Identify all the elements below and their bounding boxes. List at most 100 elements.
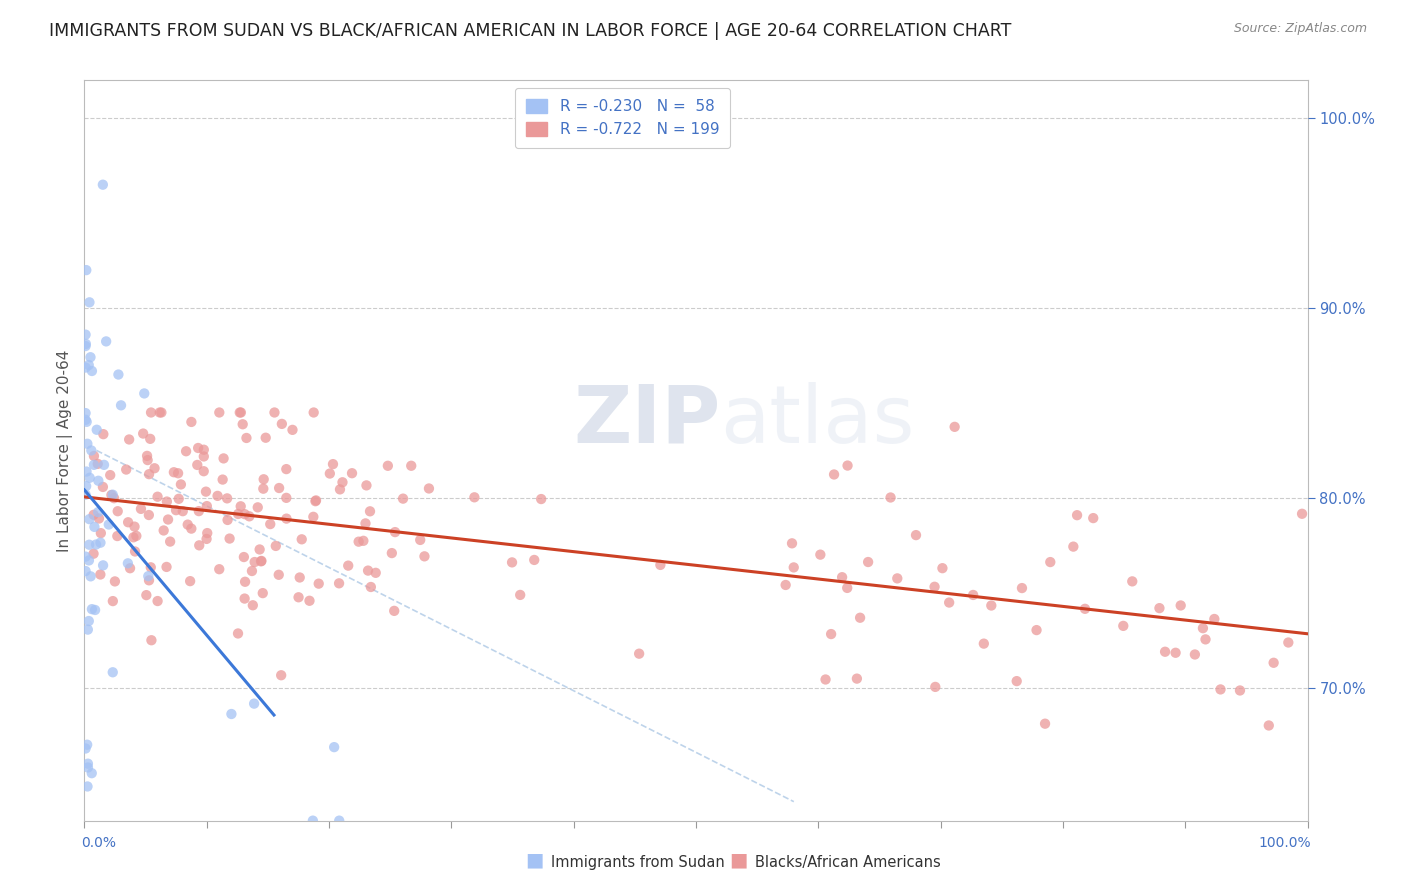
Point [75, 413, 97, 427]
Text: ■: ■ [524, 851, 544, 870]
Point [973, 637, 995, 651]
Point [226, 507, 249, 521]
Point [831, 570, 853, 584]
Point [302, 814, 325, 828]
Point [904, 528, 927, 542]
Point [76, 436, 98, 450]
Point [288, 570, 311, 584]
Point [302, 509, 325, 524]
Point [76, 415, 98, 429]
Point [1204, 612, 1226, 626]
Text: ■: ■ [728, 851, 748, 870]
Point [530, 491, 553, 506]
Point [77, 538, 100, 552]
Point [347, 534, 370, 549]
Point [1209, 682, 1232, 697]
Point [357, 564, 380, 578]
Point [232, 417, 254, 432]
Point [77, 756, 100, 771]
Point [845, 672, 868, 686]
Point [79, 350, 101, 364]
Point [208, 562, 231, 576]
Point [87, 505, 110, 519]
Text: 0.0%: 0.0% [80, 836, 115, 850]
Point [308, 576, 330, 591]
Point [193, 450, 215, 464]
Point [354, 516, 377, 531]
Point [75, 339, 97, 353]
Point [146, 594, 169, 608]
Point [100, 488, 122, 502]
Point [163, 465, 186, 479]
Point [233, 591, 256, 606]
Point [188, 538, 211, 552]
Point [135, 588, 157, 602]
Point [75, 564, 97, 578]
Point [780, 536, 803, 550]
Point [359, 504, 381, 518]
Point [1074, 602, 1097, 616]
Point [187, 441, 209, 455]
Point [98, 468, 121, 483]
Point [1112, 619, 1135, 633]
Point [943, 420, 966, 434]
Point [180, 522, 202, 536]
Point [107, 504, 129, 518]
Point [75, 479, 97, 493]
Point [75, 406, 97, 420]
Point [138, 574, 160, 588]
Point [233, 507, 256, 521]
Point [252, 482, 274, 496]
Point [91, 178, 114, 192]
Point [381, 546, 404, 560]
Point [134, 386, 156, 401]
Point [246, 500, 269, 515]
Point [79, 295, 101, 310]
Text: 100.0%: 100.0% [1258, 836, 1312, 850]
Point [1011, 581, 1033, 595]
Point [229, 500, 252, 514]
Point [650, 558, 672, 572]
Point [249, 542, 271, 557]
Point [242, 599, 264, 613]
Point [886, 571, 908, 585]
Point [356, 478, 378, 492]
Text: atlas: atlas [720, 382, 915, 460]
Point [96, 334, 118, 349]
Point [1184, 648, 1206, 662]
Point [243, 697, 266, 711]
Point [392, 491, 415, 506]
Point [195, 499, 218, 513]
Point [80, 364, 103, 378]
Point [122, 530, 145, 544]
Point [117, 557, 139, 571]
Point [364, 566, 387, 580]
Point [83, 520, 105, 534]
Point [93, 458, 115, 472]
Point [924, 680, 946, 694]
Point [136, 449, 159, 463]
Point [105, 529, 128, 543]
Point [87, 511, 110, 525]
Point [149, 405, 172, 419]
Point [1062, 540, 1084, 554]
Point [217, 491, 239, 506]
Point [328, 814, 350, 828]
Point [165, 503, 187, 517]
Point [138, 467, 160, 482]
Point [463, 491, 485, 505]
Point [129, 501, 152, 516]
Point [77, 553, 100, 567]
Point [1033, 716, 1056, 731]
Point [332, 475, 354, 490]
Point [139, 432, 162, 446]
Point [177, 517, 200, 532]
Point [837, 458, 859, 473]
Point [211, 473, 233, 487]
Point [124, 519, 146, 533]
Point [101, 594, 124, 608]
Point [820, 627, 842, 641]
Point [298, 594, 321, 608]
Point [75, 263, 97, 277]
Point [1083, 511, 1105, 525]
